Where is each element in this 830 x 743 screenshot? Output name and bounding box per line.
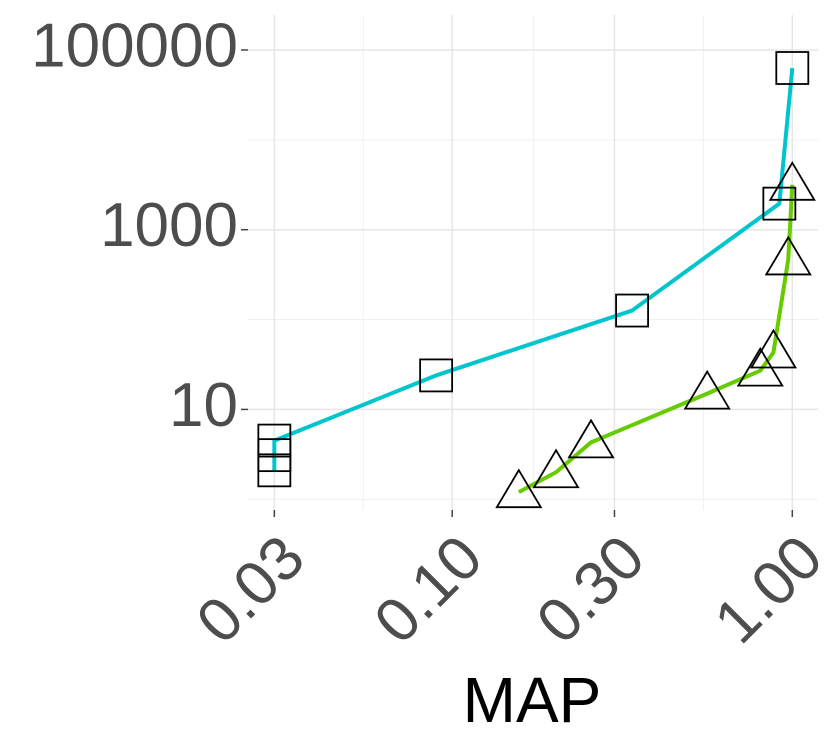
square-marker bbox=[257, 423, 292, 458]
square-marker bbox=[762, 186, 797, 221]
y-tick-label: 1000 bbox=[100, 191, 238, 260]
square-marker bbox=[615, 293, 649, 328]
x-tick-label: 0.03 bbox=[184, 523, 318, 657]
x-tick-label: 1.00 bbox=[702, 523, 830, 657]
triangle-marker bbox=[532, 448, 580, 489]
triangle-marker bbox=[495, 468, 543, 509]
square-marker bbox=[419, 358, 454, 393]
triangle-marker bbox=[567, 418, 615, 459]
triangle-marker bbox=[683, 369, 731, 410]
y-tick-label: 100000 bbox=[31, 11, 238, 80]
square-marker bbox=[775, 51, 810, 85]
triangle-marker bbox=[749, 328, 798, 369]
x-tick-label: 0.30 bbox=[524, 523, 658, 657]
series-line bbox=[517, 184, 795, 494]
y-tick-label: 10 bbox=[169, 371, 238, 440]
triangle-marker bbox=[764, 235, 812, 276]
x-tick-label: 0.10 bbox=[362, 523, 496, 657]
x-axis-label: MAP bbox=[463, 664, 602, 736]
triangle-marker bbox=[768, 161, 816, 201]
